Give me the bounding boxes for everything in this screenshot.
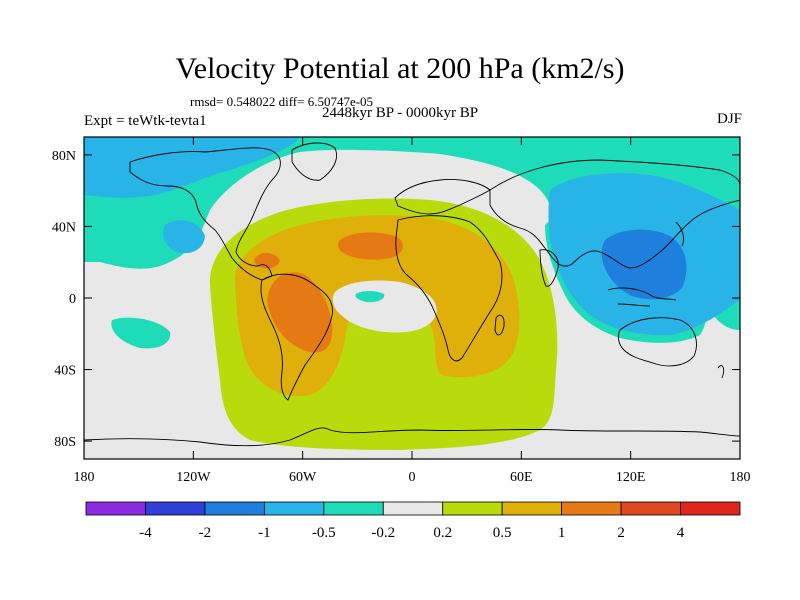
- map-title: Velocity Potential at 200 hPa (km2/s): [175, 52, 625, 85]
- lon-label: 120W: [176, 470, 211, 485]
- lat-label: 0: [69, 292, 76, 307]
- field-pos-strong-na: [337, 232, 403, 260]
- lon-label: 120E: [616, 470, 646, 485]
- colorbar-label: -4: [139, 525, 152, 541]
- lat-label: 80N: [52, 149, 76, 164]
- coast-antarctica: [84, 427, 740, 447]
- colorbar-label: -0.5: [312, 525, 336, 541]
- colorbar-swatch: [145, 501, 206, 516]
- coast-new-zealand: [717, 365, 725, 379]
- lon-label: 60W: [289, 470, 317, 485]
- colorbar-swatch: [442, 501, 503, 516]
- colorbar-swatch: [561, 501, 622, 516]
- field-neutral-antarctic: [84, 427, 240, 459]
- coast-indonesia: [607, 287, 677, 307]
- field-neutral-antarctic-east: [545, 419, 740, 459]
- period-label: 2448kyr BP - 0000kyr BP: [322, 105, 479, 121]
- stats-line: rmsd= 0.548022 diff= 6.50747e-05: [190, 94, 374, 109]
- coast-south-america: [260, 273, 333, 401]
- colorbar-swatch: [85, 501, 146, 516]
- colorbar-swatch: [382, 501, 444, 516]
- coast-asia: [489, 159, 740, 269]
- coast-japan: [675, 221, 685, 247]
- lon-label: 60E: [510, 470, 533, 485]
- colorbar: -4 -2 -1 -0.5 -0.2 0.2 0.5 1 2 4: [85, 501, 741, 541]
- coast-africa: [395, 215, 503, 362]
- field-pos-strong-sa: [267, 272, 333, 353]
- coast-australia: [617, 317, 697, 367]
- colorbar-swatch: [680, 501, 741, 516]
- colorbar-label: -2: [199, 525, 212, 541]
- lat-label: 40S: [54, 364, 76, 379]
- colorbar-swatch: [263, 501, 325, 516]
- colorbar-swatch: [323, 501, 384, 516]
- field-shading: [84, 137, 740, 459]
- coastlines: [84, 142, 740, 447]
- colorbar-swatch: [620, 501, 681, 516]
- field-pos-strong-ca: [254, 252, 280, 269]
- field-neg-weak-sw: [111, 317, 171, 349]
- coast-north-america: [129, 147, 281, 281]
- coast-india: [539, 249, 559, 287]
- coast-europe: [394, 179, 491, 215]
- experiment-label: Expt = teWtk-tevta1: [84, 113, 207, 129]
- colorbar-label: 0.5: [493, 525, 512, 541]
- colorbar-label: 1: [558, 525, 566, 541]
- lon-label: 0: [409, 470, 416, 485]
- colorbar-label: 2: [617, 525, 625, 541]
- colorbar-label: 0.2: [433, 525, 452, 541]
- coast-madagascar: [494, 314, 505, 336]
- colorbar-label: -0.2: [371, 525, 395, 541]
- lon-label: 180: [730, 470, 751, 485]
- lat-label: 40N: [52, 220, 76, 235]
- field-neg-weak-hole: [355, 291, 385, 303]
- lat-label: 80S: [54, 435, 76, 450]
- field-neg-mod-north: [84, 137, 300, 198]
- colorbar-label: 4: [677, 525, 685, 541]
- lon-label: 180: [74, 470, 95, 485]
- colorbar-label: -1: [258, 525, 271, 541]
- field-neg-mod-np: [163, 220, 205, 254]
- latitude-axis: 80N 40N 0 40S 80S: [52, 149, 740, 450]
- season-label: DJF: [716, 111, 742, 127]
- colorbar-swatch: [501, 501, 563, 516]
- longitude-axis: 180 120W 60W 0 60E 120E 180: [74, 137, 751, 485]
- colorbar-swatch: [204, 501, 265, 516]
- coast-greenland: [291, 142, 337, 181]
